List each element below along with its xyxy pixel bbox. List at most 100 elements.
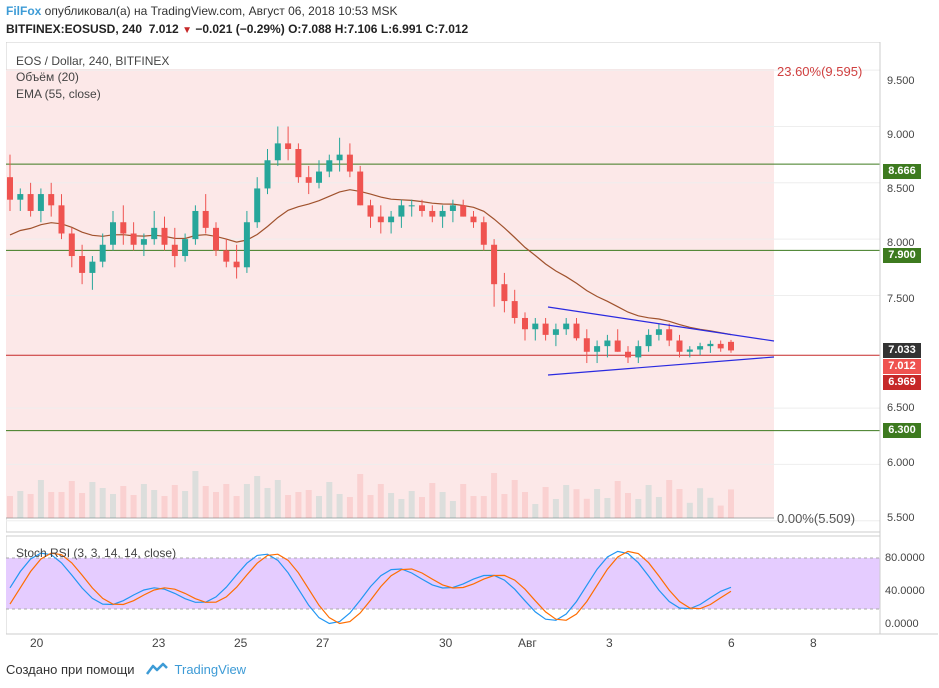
candle-body	[707, 343, 714, 347]
candle-body	[419, 205, 425, 211]
candle-body	[151, 227, 158, 240]
volume-bar	[367, 495, 374, 518]
volume-bar	[532, 504, 539, 518]
time-tick: 23	[152, 636, 166, 650]
volume-bar	[48, 492, 55, 518]
candle-body	[58, 205, 65, 234]
tradingview-link[interactable]: TradingView	[174, 661, 247, 677]
high-value: H:7.106	[334, 22, 378, 36]
price-tick: 8.000	[887, 237, 915, 249]
triangle-lower-line[interactable]	[547, 356, 775, 376]
publish-text: опубликовал(а) на TradingView.com, Авгус…	[41, 4, 398, 18]
symbol-name: BITFINEX:EOSUSD, 240	[6, 22, 143, 36]
candle-body	[408, 205, 415, 207]
price-tick: 8.500	[887, 183, 915, 195]
current-price-tag: 7.033	[883, 343, 921, 358]
volume-bar	[707, 497, 714, 518]
candle-body	[17, 194, 24, 200]
volume-bar	[120, 486, 127, 518]
price-tick: 6.000	[887, 457, 915, 469]
level-tag-8666: 8.666	[883, 164, 921, 179]
candle-body	[460, 205, 467, 217]
candle-body	[48, 194, 55, 206]
ema-legend[interactable]: EMA (55, close)	[16, 87, 101, 101]
candle-body	[254, 188, 261, 223]
fib-top-label: 23.60%(9.595)	[777, 64, 863, 79]
volume-bar	[511, 480, 518, 518]
tradingview-logo-icon[interactable]	[145, 662, 169, 676]
footer: Создано при помощи TradingView	[6, 660, 246, 678]
level-tag-6969: 6.969	[883, 375, 921, 390]
volume-bar	[151, 490, 158, 518]
volume-bar	[99, 488, 106, 518]
candle-body	[305, 177, 312, 183]
candle-body	[501, 284, 508, 302]
candle-body	[243, 222, 250, 268]
candle-body	[27, 194, 34, 211]
volume-bar	[501, 494, 508, 518]
volume-bar	[522, 492, 528, 518]
volume-bar	[645, 485, 652, 518]
candle-body	[666, 329, 673, 341]
volume-bar	[388, 493, 395, 518]
candle-body	[552, 329, 559, 335]
volume-bar	[625, 493, 631, 518]
volume-bar	[594, 489, 601, 518]
candle-body	[542, 323, 549, 335]
volume-bar	[697, 488, 704, 518]
candle-body	[625, 351, 631, 358]
volume-bar	[264, 488, 271, 518]
candle-body	[398, 205, 405, 217]
candle-body	[68, 233, 75, 257]
time-tick: 3	[606, 636, 613, 650]
stoch-d-line	[9, 550, 732, 625]
candle-body	[491, 244, 498, 285]
volume-bar	[130, 495, 137, 518]
open-value: O:7.088	[288, 22, 332, 36]
candle-body	[213, 227, 219, 251]
volume-bar	[213, 492, 219, 518]
stoch-tick: 80.0000	[885, 552, 925, 564]
candle-body	[511, 301, 518, 318]
candle-body	[449, 205, 456, 211]
volume-bar	[398, 499, 405, 518]
price-change: −0.021 (−0.29%)	[195, 22, 285, 36]
publish-info: FilFox опубликовал(а) на TradingView.com…	[6, 4, 936, 20]
level-tag-6300: 6.300	[883, 423, 921, 438]
symbol-bar: BITFINEX:EOSUSD, 240 7.012 ▼ −0.021 (−0.…	[6, 22, 936, 38]
stoch-legend[interactable]: Stoch RSI (3, 3, 14, 14, close)	[16, 546, 177, 560]
volume-bar	[419, 497, 425, 518]
candle-body	[192, 210, 199, 240]
volume-bar	[655, 497, 662, 518]
last-price-tag: 7.012	[883, 359, 921, 374]
volume-bar	[58, 492, 65, 518]
volume-bar	[449, 501, 456, 518]
volume-bar	[460, 484, 467, 518]
close-value: C:7.012	[425, 22, 469, 36]
volume-bar	[140, 484, 147, 518]
last-price: 7.012	[148, 22, 179, 36]
candle-body	[140, 239, 147, 245]
volume-bar	[542, 487, 549, 518]
author-name[interactable]: FilFox	[6, 4, 42, 18]
triangle-upper-line[interactable]	[547, 306, 775, 342]
volume-bar	[583, 498, 590, 518]
price-chart[interactable]	[6, 42, 938, 652]
volume-bar	[161, 496, 168, 518]
candle-body	[110, 222, 116, 245]
candle-body	[728, 341, 734, 351]
volume-bar	[37, 480, 44, 518]
candle-body	[697, 346, 704, 350]
candle-body	[583, 338, 590, 352]
volume-bar	[480, 496, 487, 518]
candle-body	[717, 343, 724, 349]
volume-legend[interactable]: Объём (20)	[16, 70, 79, 84]
candle-body	[233, 261, 240, 268]
chart-area[interactable]: EOS / Dollar, 240, BITFINEX Объём (20) E…	[6, 42, 938, 652]
volume-bar	[274, 480, 281, 518]
time-tick: 8	[810, 636, 817, 650]
level-tag-7900: 7.900	[883, 248, 921, 263]
price-tick: 9.500	[887, 75, 915, 87]
candle-body	[377, 216, 384, 223]
candle-body	[326, 160, 333, 172]
